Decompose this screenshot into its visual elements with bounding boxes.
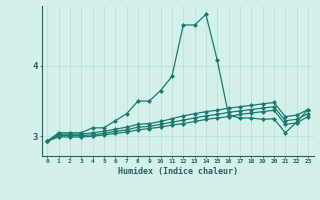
X-axis label: Humidex (Indice chaleur): Humidex (Indice chaleur) xyxy=(118,167,237,176)
